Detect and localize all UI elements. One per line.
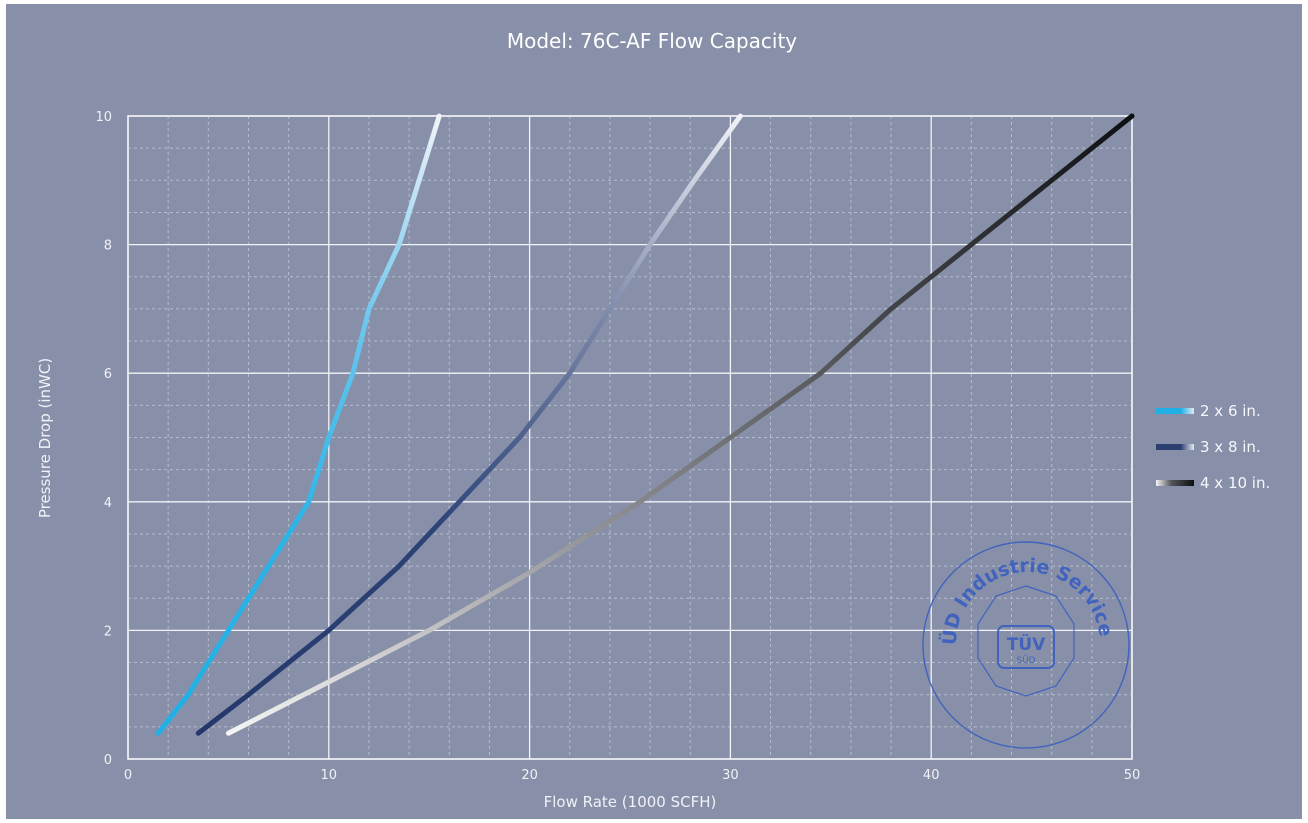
tuv-logo-text: TÜV <box>1007 633 1046 655</box>
x-axis-ticks: 0 10 20 30 40 50 <box>124 768 1140 783</box>
x-tick-label: 0 <box>124 768 132 783</box>
y-tick-label: 10 <box>95 110 112 125</box>
x-tick-label: 10 <box>321 768 338 783</box>
tuv-logo-subtext: SÜD <box>1016 655 1035 666</box>
stamp-outer-ring <box>922 541 1130 749</box>
y-tick-label: 6 <box>104 367 112 382</box>
y-tick-label: 8 <box>104 239 112 254</box>
series-lines <box>155 113 1135 736</box>
minor-grid <box>128 116 1132 759</box>
flow-capacity-chart: Model: 76C-AF Flow Capacity 0 10 20 30 40 50 … <box>6 4 1270 811</box>
legend-swatch-3 <box>1156 480 1194 486</box>
y-axis-ticks: 0 2 4 6 8 10 <box>95 110 112 768</box>
series-line-1 <box>155 113 442 736</box>
x-tick-label: 20 <box>521 768 538 783</box>
y-tick-label: 0 <box>104 753 112 768</box>
legend-swatch-2 <box>1156 444 1194 450</box>
legend: 2 x 6 in. 3 x 8 in. 4 x 10 in. <box>1156 402 1270 492</box>
legend-label-2: 3 x 8 in. <box>1200 438 1261 456</box>
series-line-2 <box>195 113 743 736</box>
x-tick-label: 30 <box>722 768 739 783</box>
y-tick-label: 4 <box>104 496 112 511</box>
x-tick-label: 40 <box>923 768 940 783</box>
legend-label-1: 2 x 6 in. <box>1200 402 1261 420</box>
tuv-logo-icon <box>997 625 1055 669</box>
legend-label-3: 4 x 10 in. <box>1200 474 1270 492</box>
stamp-octagon <box>977 585 1075 697</box>
x-axis-label: Flow Rate (1000 SCFH) <box>544 793 717 811</box>
series-line-3 <box>225 113 1135 736</box>
legend-swatch-1 <box>1156 408 1194 414</box>
y-tick-label: 2 <box>104 624 112 639</box>
chart-frame: Model: 76C-AF Flow Capacity 0 10 20 30 40 50 … <box>6 4 1302 819</box>
chart-title: Model: 76C-AF Flow Capacity <box>507 29 797 53</box>
y-axis-label: Pressure Drop (inWC) <box>36 358 54 518</box>
x-tick-label: 50 <box>1124 768 1141 783</box>
